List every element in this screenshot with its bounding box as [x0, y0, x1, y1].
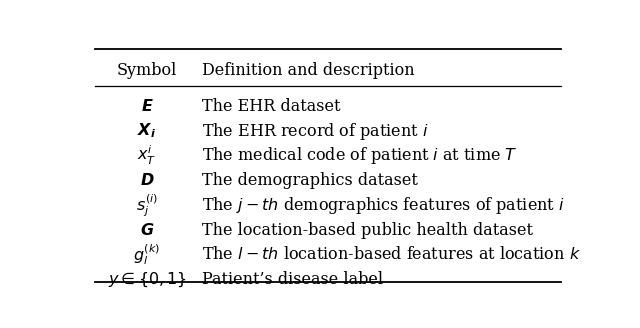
Text: $\boldsymbol{G}$: $\boldsymbol{G}$: [140, 221, 154, 238]
Text: $x_{T}^{i}$: $x_{T}^{i}$: [137, 144, 157, 167]
Text: $\boldsymbol{E}$: $\boldsymbol{E}$: [141, 98, 154, 115]
Text: Symbol: Symbol: [116, 62, 177, 79]
Text: The EHR record of patient $i$: The EHR record of patient $i$: [202, 120, 428, 142]
Text: $g_{l}^{(k)}$: $g_{l}^{(k)}$: [133, 242, 161, 267]
Text: The location-based public health dataset: The location-based public health dataset: [202, 221, 532, 238]
Text: The EHR dataset: The EHR dataset: [202, 98, 340, 115]
Text: $\boldsymbol{X}_{\boldsymbol{i}}$: $\boldsymbol{X}_{\boldsymbol{i}}$: [138, 122, 157, 140]
Text: Patient’s disease label: Patient’s disease label: [202, 271, 383, 288]
Text: The $l-th$ location-based features at location $k$: The $l-th$ location-based features at lo…: [202, 246, 580, 263]
Text: The medical code of patient $i$ at time $T$: The medical code of patient $i$ at time …: [202, 145, 517, 166]
Text: The demographics dataset: The demographics dataset: [202, 172, 417, 189]
Text: The $j-th$ demographics features of patient $i$: The $j-th$ demographics features of pati…: [202, 195, 564, 216]
Text: $\boldsymbol{D}$: $\boldsymbol{D}$: [140, 172, 154, 189]
Text: $y \in \{0,1\}$: $y \in \{0,1\}$: [108, 270, 186, 289]
Text: Definition and description: Definition and description: [202, 62, 414, 79]
Text: $s_{j}^{(i)}$: $s_{j}^{(i)}$: [136, 192, 158, 219]
